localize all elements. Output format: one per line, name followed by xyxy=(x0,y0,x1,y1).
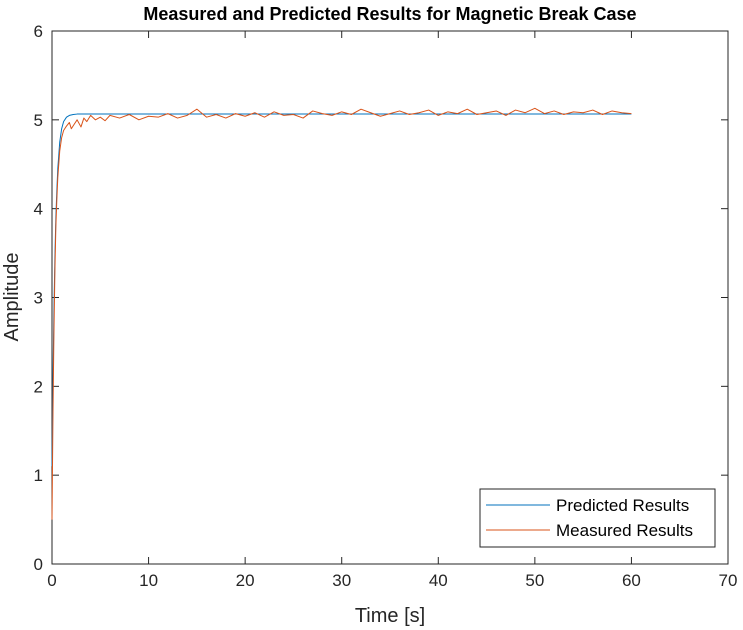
legend-label-predicted: Predicted Results xyxy=(556,496,689,515)
y-tick-label: 0 xyxy=(34,555,43,574)
y-tick-label: 1 xyxy=(34,466,43,485)
series-lines xyxy=(51,107,632,520)
legend-box xyxy=(479,488,716,548)
x-tick-label: 40 xyxy=(429,571,448,590)
x-axis-ticks: 0 10 20 30 40 50 60 70 xyxy=(47,31,737,590)
legend-label-measured: Measured Results xyxy=(556,521,693,540)
x-tick-label: 50 xyxy=(525,571,544,590)
y-tick-label: 3 xyxy=(34,289,43,308)
chart-title: Measured and Predicted Results for Magne… xyxy=(143,4,636,24)
x-tick-label: 60 xyxy=(622,571,641,590)
y-axis-ticks: 0 1 2 3 4 5 6 xyxy=(34,22,728,574)
series-line-measured xyxy=(51,107,632,520)
legend: Predicted Results Measured Results xyxy=(479,488,716,548)
y-tick-label: 2 xyxy=(34,377,43,396)
x-tick-label: 30 xyxy=(332,571,351,590)
y-axis-label: Amplitude xyxy=(1,253,23,342)
x-tick-label: 10 xyxy=(139,571,158,590)
x-tick-label: 20 xyxy=(236,571,255,590)
y-tick-label: 5 xyxy=(34,111,43,130)
x-tick-label: 70 xyxy=(719,571,738,590)
x-tick-label: 0 xyxy=(47,571,56,590)
y-tick-label: 4 xyxy=(34,200,43,219)
x-axis-label: Time [s] xyxy=(355,605,425,627)
plot-area xyxy=(51,30,729,565)
y-tick-label: 6 xyxy=(34,22,43,41)
